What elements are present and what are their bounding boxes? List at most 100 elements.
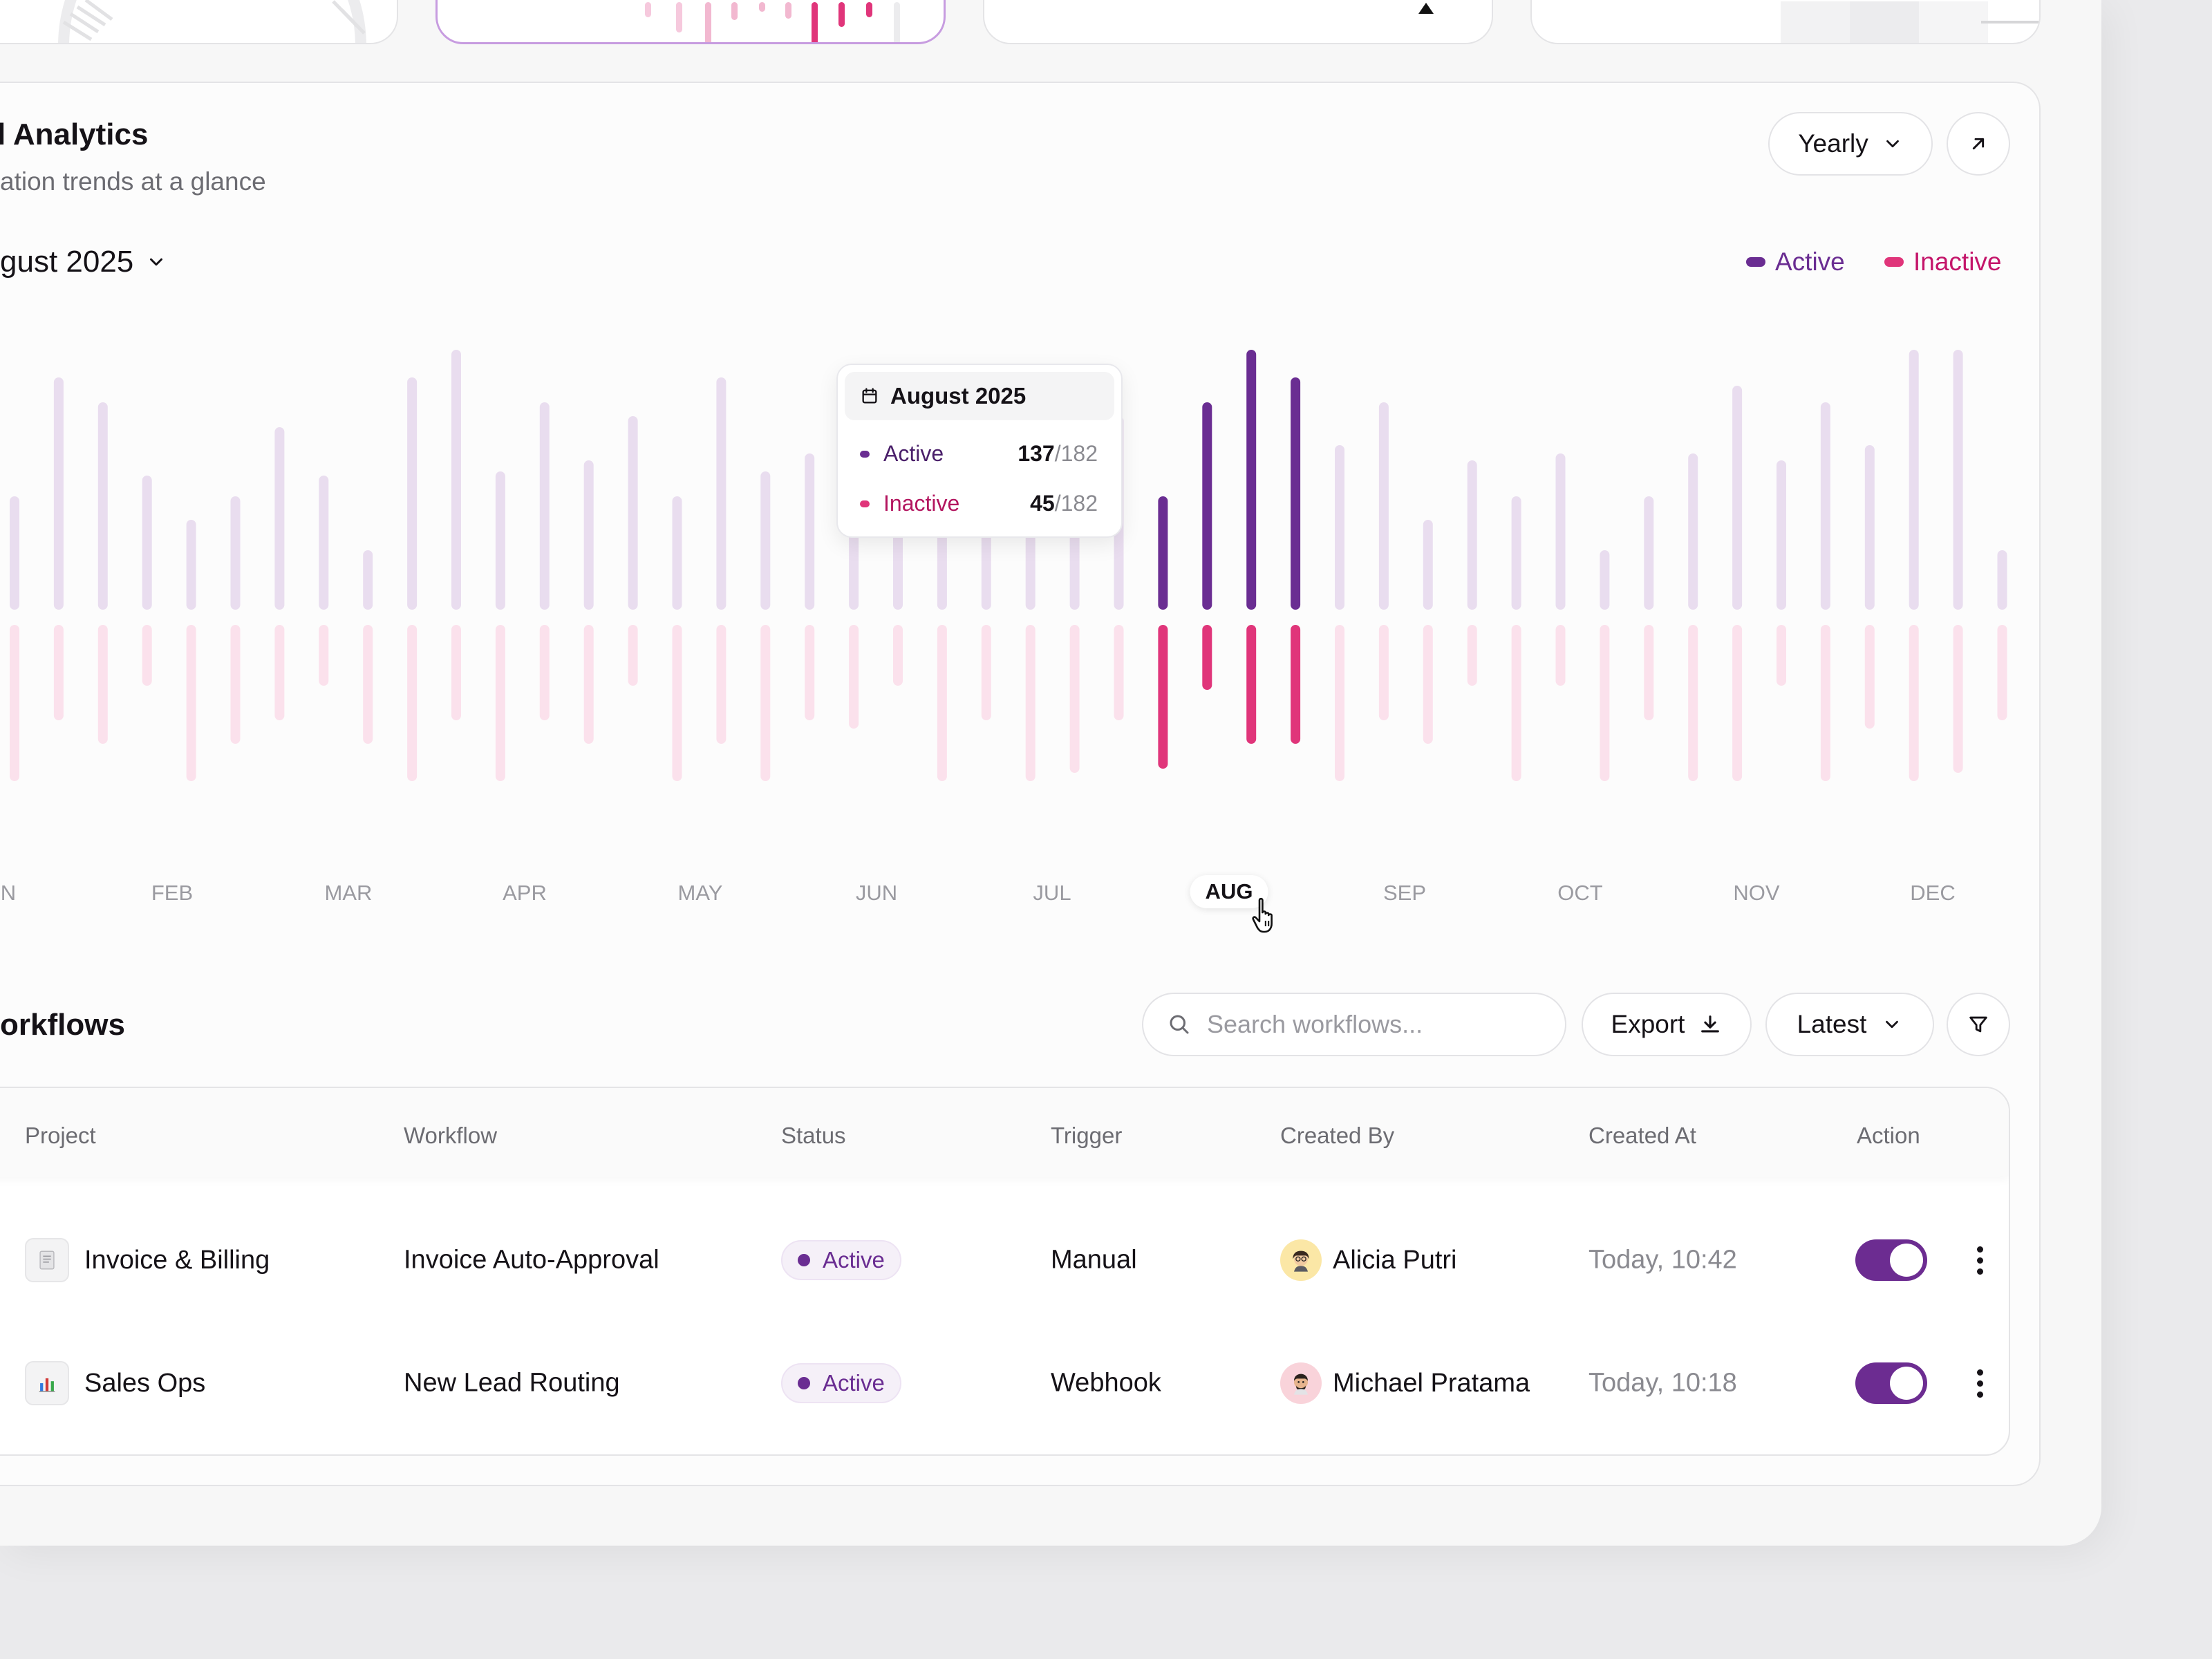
- active-bar[interactable]: [1600, 550, 1610, 610]
- active-bar[interactable]: [407, 377, 418, 610]
- inactive-bar[interactable]: [1777, 625, 1786, 686]
- inactive-bar[interactable]: [1909, 625, 1919, 781]
- table-row[interactable]: Sales Ops New Lead Routing Active Webhoo…: [0, 1322, 2009, 1445]
- active-bar[interactable]: [1644, 496, 1654, 610]
- workflow-name[interactable]: New Lead Routing: [404, 1368, 620, 1398]
- inactive-bar[interactable]: [230, 625, 241, 744]
- active-bar[interactable]: [1511, 496, 1521, 610]
- inactive-bar[interactable]: [1246, 625, 1257, 744]
- column-header-created-at[interactable]: Created At: [1588, 1123, 1696, 1148]
- active-bar[interactable]: [716, 377, 727, 610]
- inactive-bar[interactable]: [1864, 625, 1875, 729]
- summary-card-4[interactable]: [1530, 0, 2041, 44]
- inactive-bar[interactable]: [142, 625, 152, 686]
- active-bar[interactable]: [1202, 402, 1212, 610]
- inactive-bar[interactable]: [1820, 625, 1830, 781]
- active-bar[interactable]: [1158, 496, 1168, 610]
- month-label-dec[interactable]: DEC: [1910, 881, 1956, 905]
- active-bar[interactable]: [1777, 460, 1786, 610]
- active-bar[interactable]: [97, 402, 108, 610]
- month-label-mar[interactable]: MAR: [324, 881, 373, 905]
- export-button[interactable]: Export: [1582, 993, 1752, 1056]
- month-label-jun[interactable]: JUN: [855, 881, 898, 905]
- more-options-icon[interactable]: [1977, 1246, 1983, 1275]
- active-bar[interactable]: [1953, 350, 1963, 610]
- inactive-bar[interactable]: [716, 625, 727, 744]
- inactive-bar[interactable]: [274, 625, 285, 720]
- inactive-bar[interactable]: [1688, 625, 1698, 781]
- inactive-bar[interactable]: [407, 625, 418, 781]
- inactive-bar[interactable]: [1202, 625, 1212, 690]
- search-box[interactable]: [1142, 993, 1566, 1056]
- inactive-bar[interactable]: [1335, 625, 1344, 781]
- inactive-bar[interactable]: [1114, 625, 1124, 720]
- summary-card-1[interactable]: [0, 0, 398, 44]
- active-bar[interactable]: [672, 496, 682, 610]
- inactive-bar[interactable]: [1467, 625, 1477, 686]
- inactive-bar[interactable]: [1997, 625, 2007, 720]
- inactive-bar[interactable]: [1291, 625, 1301, 744]
- active-bar[interactable]: [53, 377, 64, 610]
- inactive-bar[interactable]: [981, 625, 991, 720]
- column-header-status[interactable]: Status: [781, 1123, 846, 1148]
- inactive-bar[interactable]: [1511, 625, 1521, 781]
- active-bar[interactable]: [495, 471, 505, 610]
- active-bar[interactable]: [1423, 520, 1433, 610]
- month-label-oct[interactable]: OCT: [1557, 881, 1603, 905]
- sort-dropdown[interactable]: Latest: [1765, 993, 1934, 1056]
- active-bar[interactable]: [1555, 453, 1566, 610]
- period-dropdown[interactable]: Yearly: [1768, 112, 1933, 176]
- inactive-bar[interactable]: [1644, 625, 1654, 720]
- active-bar[interactable]: [1069, 520, 1080, 610]
- inactive-bar[interactable]: [760, 625, 771, 781]
- inactive-bar[interactable]: [1555, 625, 1566, 686]
- workflow-toggle[interactable]: [1855, 1239, 1927, 1281]
- active-bar[interactable]: [451, 350, 461, 610]
- column-header-action[interactable]: Action: [1857, 1123, 1920, 1148]
- month-label-jul[interactable]: JUL: [1033, 881, 1071, 905]
- inactive-bar[interactable]: [1600, 625, 1610, 781]
- active-bar[interactable]: [1997, 550, 2007, 610]
- inactive-bar[interactable]: [186, 625, 196, 781]
- active-bar[interactable]: [805, 453, 815, 610]
- active-bar[interactable]: [142, 476, 152, 610]
- inactive-bar[interactable]: [805, 625, 815, 720]
- active-bar[interactable]: [628, 416, 638, 610]
- more-options-icon[interactable]: [1977, 1369, 1983, 1398]
- active-bar[interactable]: [1864, 445, 1875, 610]
- inactive-bar[interactable]: [672, 625, 682, 781]
- active-bar[interactable]: [1335, 445, 1344, 610]
- inactive-bar[interactable]: [1732, 625, 1743, 781]
- column-header-trigger[interactable]: Trigger: [1051, 1123, 1123, 1148]
- active-bar[interactable]: [760, 471, 771, 610]
- column-header-workflow[interactable]: Workflow: [404, 1123, 498, 1148]
- month-label-may[interactable]: MAY: [677, 881, 723, 905]
- inactive-bar[interactable]: [1158, 625, 1168, 769]
- month-label-apr[interactable]: APR: [503, 881, 547, 905]
- inactive-bar[interactable]: [1423, 625, 1433, 744]
- inactive-bar[interactable]: [1025, 625, 1035, 781]
- inactive-bar[interactable]: [495, 625, 505, 781]
- active-bar[interactable]: [319, 476, 329, 610]
- column-header-created-by[interactable]: Created By: [1280, 1123, 1395, 1148]
- active-bar[interactable]: [186, 520, 196, 610]
- active-bar[interactable]: [1820, 402, 1830, 610]
- inactive-bar[interactable]: [539, 625, 550, 720]
- active-bar[interactable]: [1732, 386, 1743, 610]
- month-label-sep[interactable]: SEP: [1382, 881, 1427, 905]
- inactive-bar[interactable]: [451, 625, 461, 720]
- month-label-jan[interactable]: N: [0, 881, 17, 905]
- active-bar[interactable]: [10, 496, 19, 610]
- filter-button[interactable]: [1947, 993, 2010, 1056]
- inactive-bar[interactable]: [363, 625, 373, 744]
- month-label-feb[interactable]: FEB: [151, 881, 194, 905]
- active-bar[interactable]: [1246, 350, 1257, 610]
- column-header-project[interactable]: Project: [25, 1123, 96, 1148]
- table-row[interactable]: Invoice & Billing Invoice Auto-Approval …: [0, 1199, 2009, 1322]
- active-bar[interactable]: [230, 496, 241, 610]
- inactive-bar[interactable]: [1953, 625, 1963, 773]
- inactive-bar[interactable]: [1069, 625, 1080, 773]
- inactive-bar[interactable]: [10, 625, 19, 781]
- inactive-bar[interactable]: [893, 625, 903, 686]
- inactive-bar[interactable]: [937, 625, 947, 781]
